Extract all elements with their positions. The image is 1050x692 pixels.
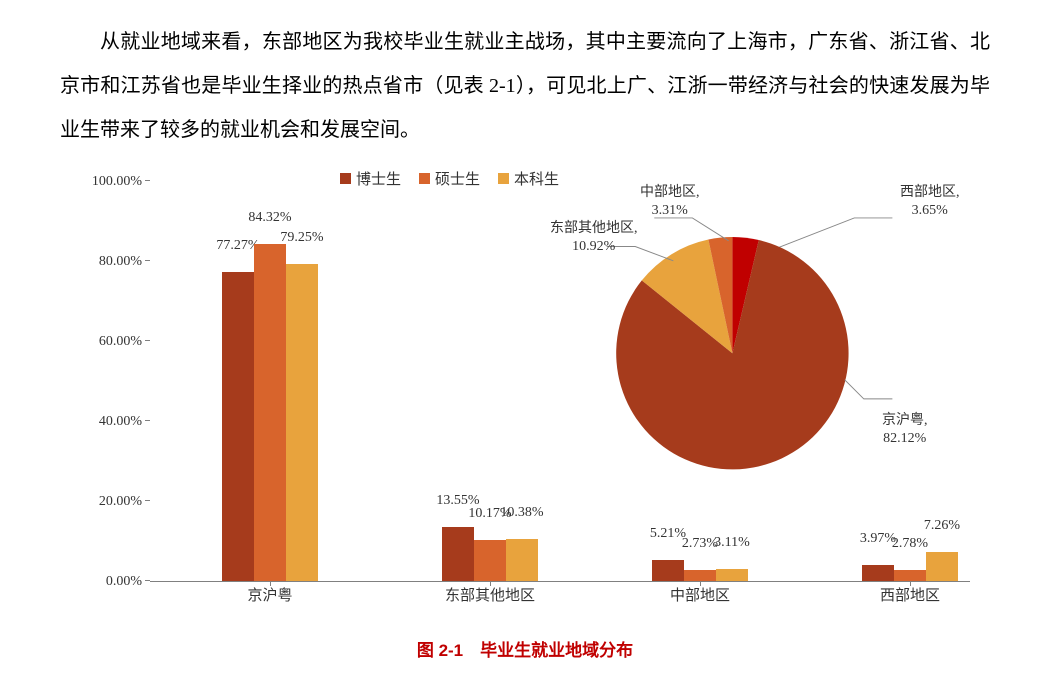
pie-chart: 西部地区,3.65%京沪粤,82.12%东部其他地区,10.92%中部地区,3.…	[620, 232, 865, 477]
figure-caption: 图 2-1 毕业生就业地域分布	[60, 636, 990, 661]
y-tick-label: 80.00%	[99, 254, 142, 270]
pie-leader-line	[654, 218, 728, 241]
y-tick-label: 100.00%	[92, 174, 142, 190]
y-axis: 0.00%20.00%40.00%60.00%80.00%100.00%	[80, 182, 150, 582]
pie-slice-label: 中部地区,3.31%	[640, 184, 700, 220]
y-tick-label: 0.00%	[106, 574, 142, 590]
x-category-label: 东部其他地区	[410, 584, 570, 605]
bar	[222, 272, 254, 581]
bar-group: 京沪粤77.27%84.32%79.25%	[190, 182, 350, 581]
bar	[716, 569, 748, 581]
bar	[286, 264, 318, 581]
y-tick-label: 40.00%	[99, 414, 142, 430]
pie-slice-label: 京沪粤,82.12%	[882, 412, 928, 448]
bar-value-label: 7.26%	[907, 518, 977, 534]
bar	[506, 539, 538, 581]
bar	[652, 560, 684, 581]
pie-slice-label: 西部地区,3.65%	[900, 184, 960, 220]
bar	[894, 570, 926, 581]
figure-2-1: 博士生硕士生本科生 0.00%20.00%40.00%60.00%80.00%1…	[80, 162, 970, 632]
y-tick-label: 20.00%	[99, 494, 142, 510]
bar	[684, 570, 716, 581]
bar	[862, 565, 894, 581]
pie-svg	[540, 162, 940, 512]
bar-value-label: 2.78%	[875, 536, 945, 552]
y-tick-label: 60.00%	[99, 334, 142, 350]
bar-value-label: 79.25%	[267, 230, 337, 246]
bar	[926, 552, 958, 581]
bar	[474, 540, 506, 581]
pie-slice-label: 东部其他地区,10.92%	[550, 220, 638, 256]
x-category-label: 西部地区	[830, 584, 990, 605]
bar	[254, 244, 286, 581]
bar-value-label: 84.32%	[235, 210, 305, 226]
pie-leader-line	[776, 218, 892, 248]
x-category-label: 京沪粤	[190, 584, 350, 605]
bar-value-label: 3.11%	[697, 535, 767, 551]
x-category-label: 中部地区	[620, 584, 780, 605]
intro-paragraph: 从就业地域来看，东部地区为我校毕业生就业主战场，其中主要流向了上海市，广东省、浙…	[60, 20, 990, 152]
bar	[442, 527, 474, 581]
pie-leader-line	[845, 380, 893, 399]
